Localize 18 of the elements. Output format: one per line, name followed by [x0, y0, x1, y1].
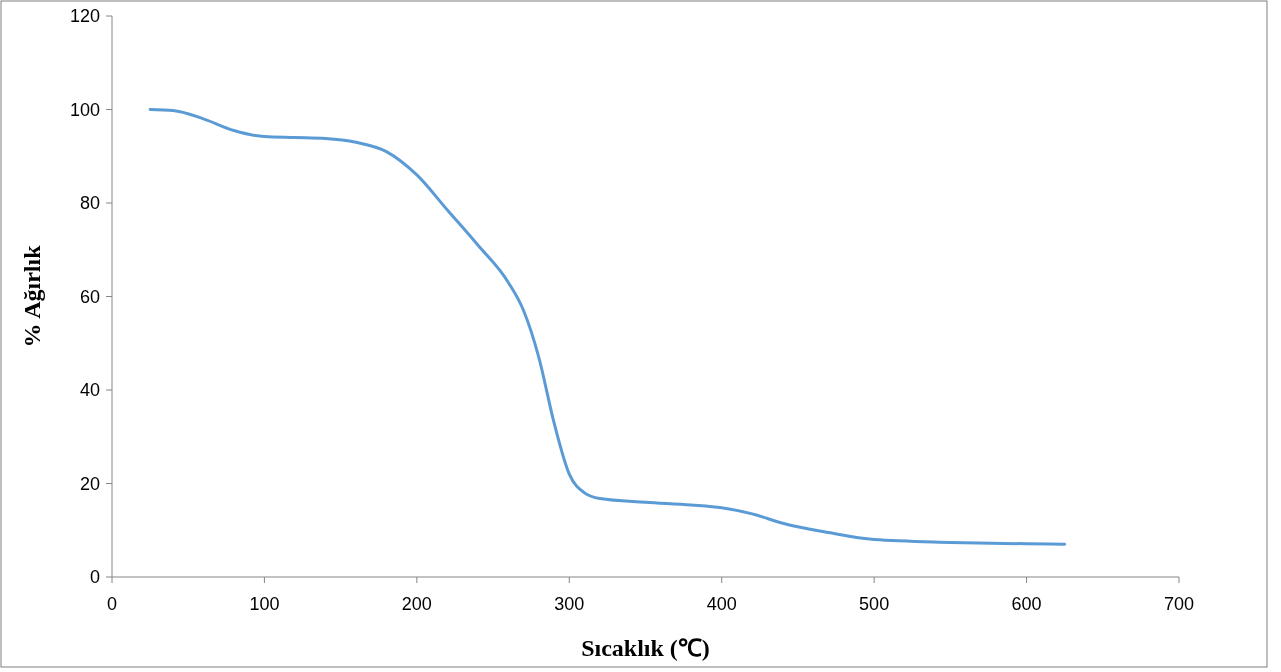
x-tick-label: 100 — [249, 594, 280, 614]
x-tick-label: 300 — [554, 594, 585, 614]
line-series — [148, 108, 1067, 546]
x-tick-label: 0 — [106, 594, 118, 614]
y-axis-title: % Ağırlık — [19, 244, 45, 348]
y-tick-label: 20 — [79, 473, 100, 494]
y-tick-label: 0 — [89, 567, 100, 588]
x-tick-label: 200 — [401, 594, 432, 614]
y-tick-label: 120 — [69, 6, 100, 27]
x-tick-label: 600 — [1011, 594, 1042, 614]
x-tick-label: 400 — [706, 594, 737, 614]
y-tick-label: 40 — [79, 380, 100, 401]
y-tick-label: 100 — [69, 99, 100, 120]
x-axis-title: Sıcaklık (℃) — [581, 635, 710, 661]
y-tick-label: 80 — [79, 193, 100, 214]
y-tick-label: 60 — [79, 286, 100, 307]
x-tick-label: 700 — [1163, 594, 1195, 614]
x-tick-label: 500 — [859, 594, 890, 614]
